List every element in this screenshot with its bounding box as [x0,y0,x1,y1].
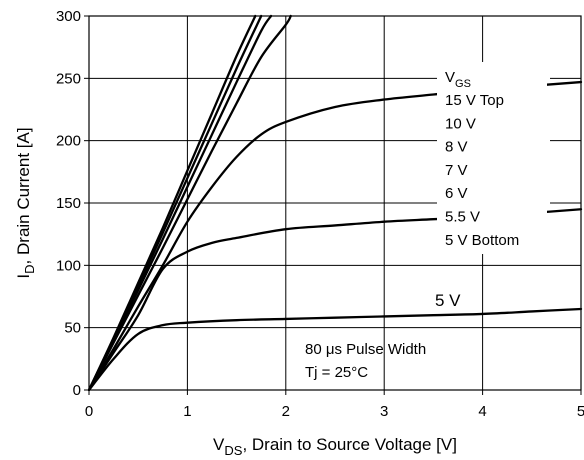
y-tick-label-2: 100 [56,257,81,274]
y-tick-label-4: 200 [56,133,81,150]
pulse-width-note: 80 μs Pulse Width [305,341,426,358]
legend-entry-5: 5.5 V [445,209,480,226]
legend-entry-3: 7 V [445,162,468,179]
legend-entry-2: 8 V [445,139,468,156]
legend-entry-0: 15 V Top [445,92,504,109]
legend-title: VGS [445,69,471,90]
legend-entry-6: 5 V Bottom [445,232,519,249]
plot-frame [88,15,582,391]
y-tick-label-3: 150 [56,195,81,212]
series-line-3 [87,14,292,392]
x-tick-label-0: 0 [85,403,93,420]
legend-mask [437,62,547,254]
x-tick-label-5: 5 [577,403,584,420]
annotations: 5 V 80 μs Pulse Width Tj = 25°C [305,291,461,381]
y-tick-label-5: 250 [56,70,81,87]
x-tick-label-4: 4 [478,403,486,420]
legend-entry-4: 6 V [445,185,468,202]
y-tick-label-0: 0 [73,382,81,399]
curve-label-5v: 5 V [435,291,461,310]
legend: VGS 15 V Top 10 V 8 V 7 V 6 V 5.5 V 5 V Bottom [437,62,547,254]
y-axis-title: ID, Drain Current [A] [14,127,37,278]
x-tick-label-1: 1 [183,403,191,420]
y-tick-label-1: 50 [64,320,81,337]
axes: VDS, Drain to Source Voltage [V] ID, Drai… [14,15,582,458]
series-line-2 [87,14,273,392]
x-axis-title: VDS, Drain to Source Voltage [V] [213,435,457,458]
x-tick-label-3: 3 [380,403,388,420]
x-tick-label-2: 2 [282,403,290,420]
y-tick-label-6: 300 [56,8,81,25]
series-line-6 [87,307,583,392]
legend-entry-1: 10 V [445,115,476,132]
temperature-note: Tj = 25°C [305,364,368,381]
